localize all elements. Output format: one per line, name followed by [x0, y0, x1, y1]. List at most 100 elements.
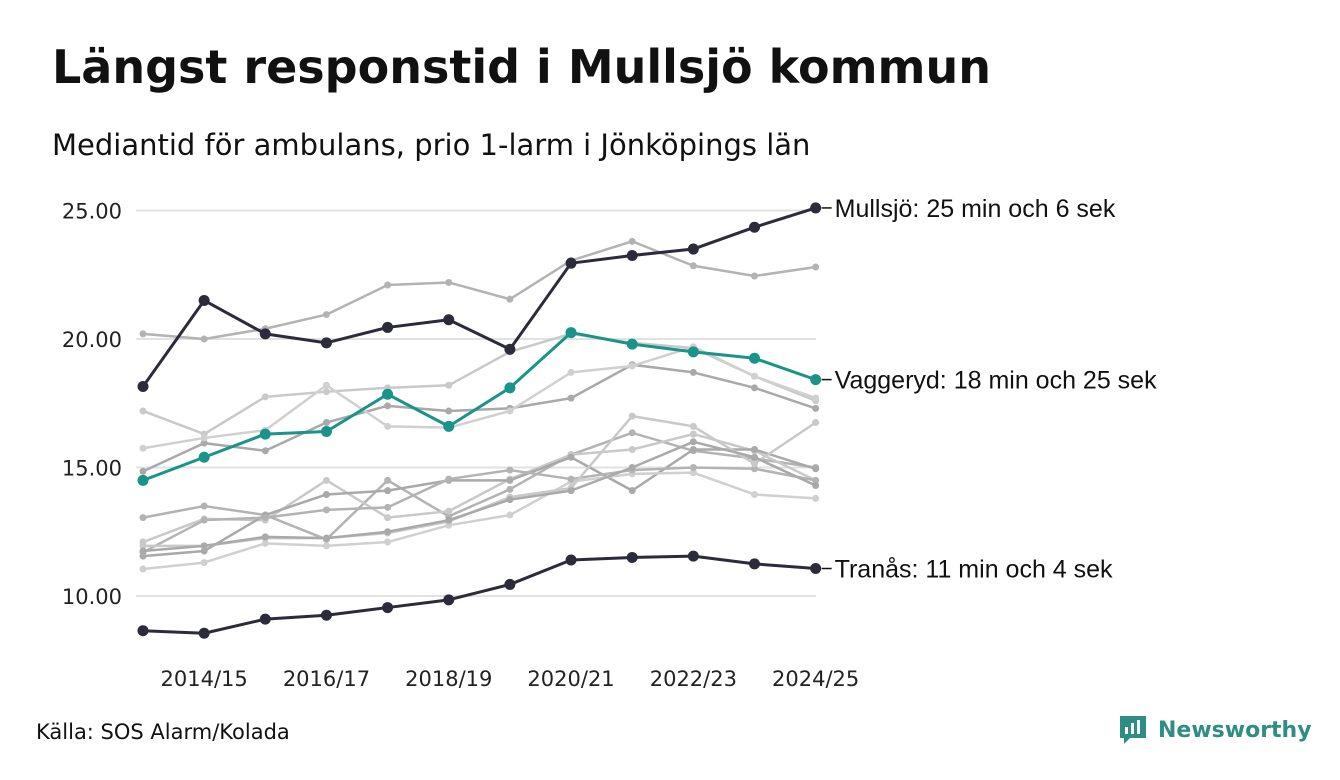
- background-series-4-point: [200, 434, 208, 442]
- series-vaggeryd-point: [810, 374, 822, 386]
- background-series-11-point: [628, 464, 636, 471]
- background-series-11: [139, 438, 820, 555]
- background-series-6-point: [628, 446, 636, 454]
- background-series-7-point: [628, 487, 636, 495]
- series-trans-point: [749, 558, 760, 570]
- series-mullsj-point: [320, 337, 332, 349]
- background-series-1-point: [445, 278, 453, 286]
- series-vaggeryd: [137, 327, 822, 486]
- series-mullsj-point: [443, 314, 455, 326]
- background-series-1-point: [689, 262, 697, 270]
- y-tick-label: 10.00: [62, 585, 122, 609]
- background-series-7-point: [567, 453, 575, 461]
- background-series-11-point: [689, 438, 697, 446]
- background-series-10-point: [751, 460, 758, 468]
- background-series-5: [139, 429, 820, 543]
- background-series-2-point: [445, 381, 453, 389]
- newsworthy-logo-icon: [1120, 716, 1146, 744]
- brand-logo: Newsworthy: [1118, 714, 1312, 746]
- x-tick-label: 2018/19: [405, 667, 492, 691]
- background-series-1-line: [142, 240, 816, 341]
- background-series-1-point: [628, 237, 636, 245]
- background-series-6-point: [445, 507, 453, 515]
- background-series-3-point: [384, 402, 392, 410]
- background-series-7-point: [689, 446, 697, 454]
- background-series-10-point: [812, 419, 820, 427]
- background-series-9-point: [567, 475, 575, 483]
- background-series-11-point: [567, 487, 575, 495]
- series-trans-point: [259, 613, 271, 625]
- x-tick-label: 2016/17: [283, 667, 370, 691]
- background-series-7-point: [200, 547, 208, 555]
- series-trans-point: [504, 578, 516, 590]
- background-series-8-line: [142, 471, 816, 571]
- background-series-6-point: [384, 514, 392, 522]
- background-series-4-point: [751, 372, 758, 380]
- background-series-10-point: [628, 412, 636, 420]
- background-series-group: [139, 237, 820, 573]
- series-vaggeryd-point: [626, 338, 638, 350]
- chart-title: Längst responstid i Mullsjö kommun: [52, 40, 991, 94]
- x-tick-label: 2014/15: [161, 667, 248, 691]
- background-series-4-line: [142, 345, 817, 450]
- background-series-9-point: [322, 506, 330, 514]
- series-mullsj: [137, 202, 822, 393]
- background-series-3-point: [567, 394, 575, 402]
- series-trans-point: [687, 550, 699, 562]
- background-series-9-point: [261, 514, 269, 522]
- background-series-9-point: [751, 465, 758, 473]
- series-vaggeryd-point: [749, 352, 760, 364]
- series-trans: [137, 550, 822, 639]
- series-trans-point: [565, 554, 577, 566]
- x-tick-label: 2020/21: [527, 667, 614, 691]
- background-series-3-point: [200, 439, 208, 447]
- background-series-2: [139, 330, 820, 438]
- end-labels: Mullsjö: 25 min och 6 sek Vaggeryd: 18 mi…: [821, 195, 1157, 584]
- series-mullsj-point: [565, 257, 577, 269]
- x-tick-label: 2022/23: [650, 667, 737, 691]
- background-series-5-point: [200, 502, 208, 510]
- series-trans-point: [198, 627, 210, 639]
- end-label-vaggeryd: Vaggeryd: 18 min och 25 sek: [835, 367, 1157, 395]
- background-series-9-point: [812, 476, 820, 484]
- series-vaggeryd-point: [320, 426, 332, 438]
- background-series-6-point: [689, 430, 697, 438]
- background-series-2-point: [322, 388, 330, 396]
- background-series-5-line: [142, 431, 816, 541]
- background-series-7-point: [812, 465, 820, 473]
- background-series-3-point: [261, 447, 269, 455]
- chart-subtitle: Mediantid för ambulans, prio 1-larm i Jö…: [52, 128, 811, 162]
- series-trans-point: [137, 625, 149, 637]
- background-series-9: [139, 464, 820, 556]
- series-trans-point: [443, 594, 455, 606]
- background-series-8-point: [200, 559, 208, 567]
- background-series-8-point: [139, 565, 147, 573]
- background-series-9-point: [200, 516, 208, 524]
- background-series-4: [139, 343, 820, 452]
- background-series-11-point: [812, 481, 820, 489]
- series-mullsj-point: [749, 221, 760, 233]
- background-series-4-point: [628, 362, 636, 370]
- series-mullsj-point: [687, 243, 699, 255]
- background-series-8-point: [384, 538, 392, 546]
- background-series-4-point: [384, 422, 392, 430]
- background-series-3-line: [142, 363, 817, 473]
- background-series-8-point: [689, 469, 697, 477]
- background-series-11-point: [139, 547, 147, 555]
- background-series-3-point: [322, 419, 330, 427]
- background-series-4-point: [322, 381, 330, 389]
- background-series-7-line: [142, 448, 817, 558]
- background-series-11-point: [445, 516, 453, 524]
- series-vaggeryd-line: [142, 331, 817, 482]
- background-series-8-point: [506, 511, 514, 519]
- background-series-1-point: [384, 281, 392, 289]
- background-series-11-point: [384, 528, 392, 536]
- background-series-4-point: [506, 407, 514, 415]
- background-series-4-point: [812, 394, 820, 402]
- background-series-11-point: [261, 533, 269, 541]
- background-series-3-point: [689, 368, 697, 376]
- series-trans-point: [320, 609, 332, 621]
- series-vaggeryd-point: [198, 451, 210, 463]
- series-mullsj-point: [382, 321, 394, 333]
